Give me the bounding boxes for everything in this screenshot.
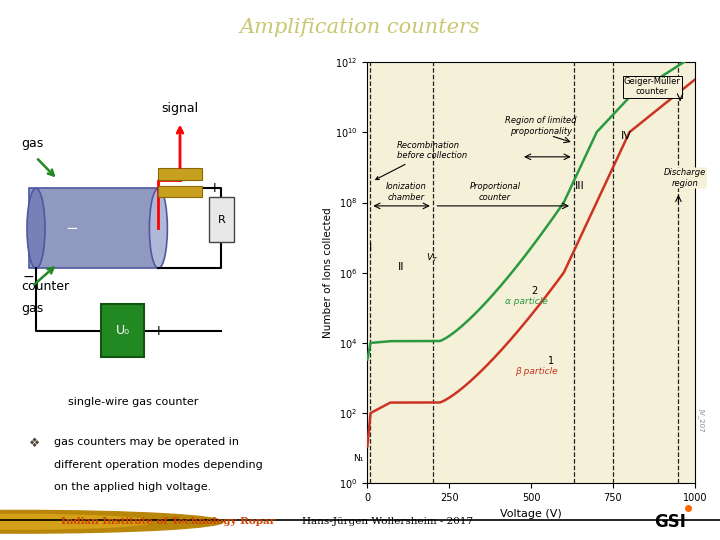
Text: 2: 2 [531, 286, 537, 296]
X-axis label: Voltage (V): Voltage (V) [500, 509, 562, 518]
Text: ❖: ❖ [29, 437, 40, 450]
Text: II: II [398, 261, 405, 272]
Text: −: − [66, 221, 78, 236]
Bar [158, 168, 202, 179]
Text: Recombination
before collection: Recombination before collection [376, 141, 467, 179]
Text: JV_207: JV_207 [698, 408, 705, 432]
Text: Geiger-Müller
counter: Geiger-Müller counter [624, 77, 680, 96]
Text: +: + [209, 181, 220, 195]
Text: Amplification counters: Amplification counters [240, 18, 480, 37]
Ellipse shape [27, 188, 45, 268]
Text: Proportional
counter: Proportional counter [469, 182, 521, 201]
Text: Region of limited
proportionality: Region of limited proportionality [505, 117, 577, 136]
Text: +: + [153, 323, 164, 338]
Text: gas: gas [22, 302, 44, 315]
Text: N₁: N₁ [354, 454, 364, 463]
Text: signal: signal [161, 102, 199, 115]
Text: R: R [217, 214, 225, 225]
Text: Discharge
region: Discharge region [664, 168, 706, 188]
Text: single-wire gas counter: single-wire gas counter [68, 397, 199, 407]
Text: IV: IV [621, 131, 631, 141]
Text: $V_T$: $V_T$ [426, 252, 439, 264]
Text: Ionization
chamber: Ionization chamber [386, 182, 427, 201]
Text: 1: 1 [548, 356, 554, 366]
Text: −: − [23, 271, 35, 284]
Text: Hans-Jürgen Wollersheim - 2017: Hans-Jürgen Wollersheim - 2017 [302, 517, 474, 526]
Ellipse shape [150, 188, 167, 268]
Text: α particle: α particle [505, 297, 547, 306]
Text: gas counters may be operated in: gas counters may be operated in [54, 437, 239, 447]
Bar [101, 304, 144, 357]
Y-axis label: Number of Ions collected: Number of Ions collected [323, 207, 333, 338]
Text: on the applied high voltage.: on the applied high voltage. [54, 482, 211, 492]
Text: Indian Institute of Technology Ropar: Indian Institute of Technology Ropar [61, 517, 275, 526]
Text: U₀: U₀ [115, 324, 130, 337]
Circle shape [0, 515, 151, 529]
Text: III: III [575, 181, 585, 191]
Text: counter: counter [22, 280, 70, 293]
Text: GSI: GSI [654, 513, 685, 531]
Text: gas: gas [22, 138, 44, 151]
Bar [29, 188, 158, 268]
Text: β particle: β particle [515, 367, 557, 376]
Bar [209, 197, 234, 242]
Text: I: I [369, 243, 372, 253]
Circle shape [0, 510, 223, 533]
Bar [158, 186, 202, 197]
Text: different operation modes depending: different operation modes depending [54, 460, 263, 469]
